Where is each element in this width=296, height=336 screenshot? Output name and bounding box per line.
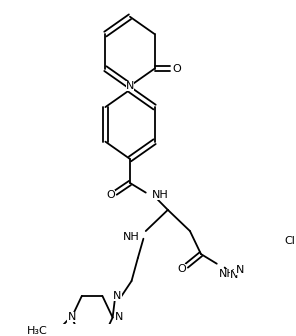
Text: N: N: [115, 312, 123, 323]
Text: H₃C: H₃C: [27, 326, 48, 336]
Text: NH: NH: [152, 190, 169, 200]
Text: N: N: [113, 291, 122, 301]
Text: N: N: [230, 270, 238, 280]
Text: NH: NH: [219, 269, 236, 280]
Text: NH: NH: [123, 232, 139, 242]
Text: N: N: [236, 265, 244, 276]
Text: Cl: Cl: [285, 236, 295, 246]
Text: N: N: [126, 81, 134, 91]
Text: O: O: [106, 191, 115, 201]
Text: N: N: [67, 312, 76, 323]
Text: O: O: [172, 64, 181, 74]
Text: O: O: [178, 264, 186, 275]
